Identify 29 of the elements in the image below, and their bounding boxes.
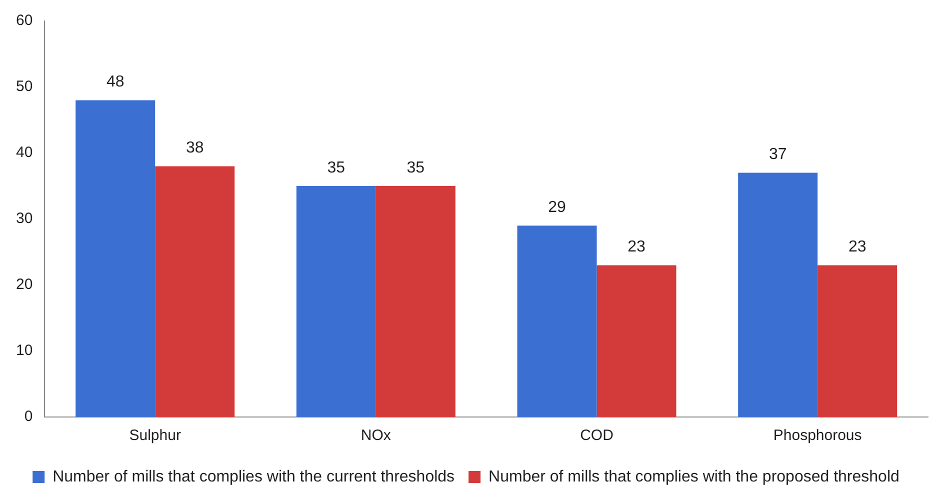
- bar: [155, 166, 235, 417]
- y-tick-label: 60: [16, 12, 33, 30]
- data-label: 29: [548, 199, 566, 216]
- y-tick-label: 0: [24, 408, 33, 426]
- data-label: 23: [628, 238, 646, 256]
- bar: [738, 172, 818, 417]
- legend-label: Number of mills that complies with the current thresholds: [52, 468, 455, 486]
- data-label: 23: [848, 238, 866, 256]
- data-label: 48: [106, 74, 124, 91]
- legend-label: Number of mills that complies with the proposed threshold: [488, 468, 900, 486]
- x-tick-label: COD: [580, 427, 614, 444]
- data-label: 38: [186, 140, 204, 157]
- bar: [517, 226, 597, 417]
- bar: [76, 100, 156, 417]
- bar: [596, 265, 676, 417]
- x-tick-label: Sulphur: [129, 427, 181, 444]
- bar: [376, 186, 456, 417]
- y-tick-label: 10: [16, 342, 33, 360]
- y-tick-label: 20: [16, 276, 33, 294]
- data-label: 35: [327, 159, 346, 176]
- bar: [818, 265, 898, 417]
- y-tick-label: 30: [16, 210, 33, 228]
- x-tick-label: NOx: [360, 427, 392, 444]
- y-tick-label: 40: [16, 144, 33, 162]
- bar: [296, 186, 376, 417]
- y-tick-label: 50: [16, 78, 33, 96]
- data-label: 35: [406, 159, 425, 176]
- x-tick-label: Phosphorous: [773, 427, 862, 444]
- data-label: 37: [768, 146, 787, 164]
